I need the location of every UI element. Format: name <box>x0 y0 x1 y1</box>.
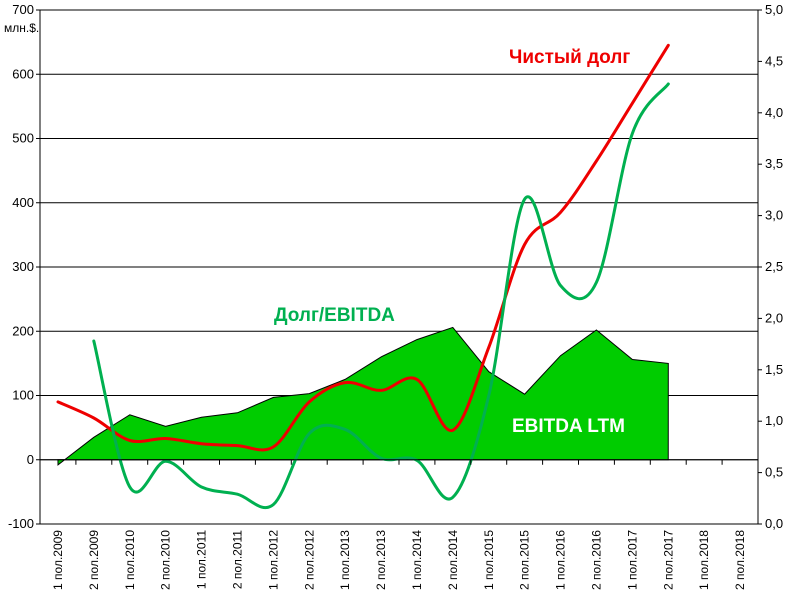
x-tick-label: 1 пол.2012 <box>266 530 280 590</box>
right-tick-label: 4,0 <box>765 105 783 120</box>
left-tick-label: 700 <box>12 2 34 17</box>
x-axis-ticks: 1 пол.2009 2 пол.2009 1 пол.2010 2 пол.2010… <box>39 459 759 590</box>
x-tick-label: 2 пол.2012 <box>302 530 316 590</box>
x-tick-label: 2 пол.2014 <box>446 530 460 590</box>
right-tick-label: 1,0 <box>765 413 783 428</box>
right-tick-label: 0,5 <box>765 465 783 480</box>
x-tick-label: 2 пол.2011 <box>230 530 244 589</box>
annotation-debt-ebitda: Долг/EBITDA <box>274 305 395 326</box>
right-tick-label: 0,0 <box>765 516 783 531</box>
ebitda-area <box>57 326 669 466</box>
left-tick-label: 200 <box>12 323 34 338</box>
line-series-1 <box>56 43 670 452</box>
x-tick-label: 2 пол.2015 <box>518 530 532 590</box>
unit-label: млн.$. <box>4 21 39 35</box>
x-tick-label: 1 пол.2014 <box>410 530 424 590</box>
left-tick-label: 600 <box>12 66 34 81</box>
right-tick-label: 2,0 <box>765 310 783 325</box>
right-axis-ticks: 0,0 0,5 1,0 1,5 2,0 2,5 3,0 3,5 4,0 4,5 5,0 <box>758 2 783 531</box>
x-tick-label: 1 пол.2018 <box>697 530 711 590</box>
left-tick-label: 300 <box>12 259 34 274</box>
left-tick-label: 500 <box>12 131 34 146</box>
x-tick-label: 2 пол.2013 <box>374 530 388 590</box>
x-tick-label: 1 пол.2009 <box>51 530 65 590</box>
right-tick-label: 2,5 <box>765 259 783 274</box>
left-tick-label: -100 <box>8 516 34 531</box>
left-tick-label: 400 <box>12 195 34 210</box>
x-tick-label: 2 пол.2016 <box>589 530 603 590</box>
x-tick-label: 1 пол.2013 <box>338 530 352 590</box>
line-series-2 <box>92 82 670 510</box>
right-tick-label: 5,0 <box>765 2 783 17</box>
x-tick-label: 2 пол.2017 <box>661 530 675 590</box>
right-tick-label: 4,5 <box>765 53 783 68</box>
x-tick-label: 1 пол.2016 <box>554 530 568 590</box>
x-tick-label: 2 пол.2010 <box>159 530 173 590</box>
series-lines <box>56 43 670 510</box>
x-tick-label: 2 пол.2009 <box>87 530 101 590</box>
annotation-net-debt: Чистый долг <box>509 47 630 68</box>
left-tick-label: 100 <box>12 388 34 403</box>
area-ebitda-ltm <box>57 326 669 466</box>
x-tick-label: 1 пол.2011 <box>195 530 209 589</box>
x-tick-label: 1 пол.2010 <box>123 530 137 590</box>
right-tick-label: 3,5 <box>765 156 783 171</box>
right-tick-label: 1,5 <box>765 362 783 377</box>
right-tick-label: 3,0 <box>765 208 783 223</box>
left-axis-ticks: -100 0 100 200 300 400 500 600 700 <box>8 2 40 531</box>
x-tick-label: 1 пол.2015 <box>482 530 496 590</box>
left-tick-label: 0 <box>27 452 34 467</box>
x-tick-label: 1 пол.2017 <box>625 530 639 590</box>
annotation-ebitda-ltm: EBITDA LTM <box>512 416 625 437</box>
x-tick-label: 2 пол.2018 <box>733 530 747 590</box>
